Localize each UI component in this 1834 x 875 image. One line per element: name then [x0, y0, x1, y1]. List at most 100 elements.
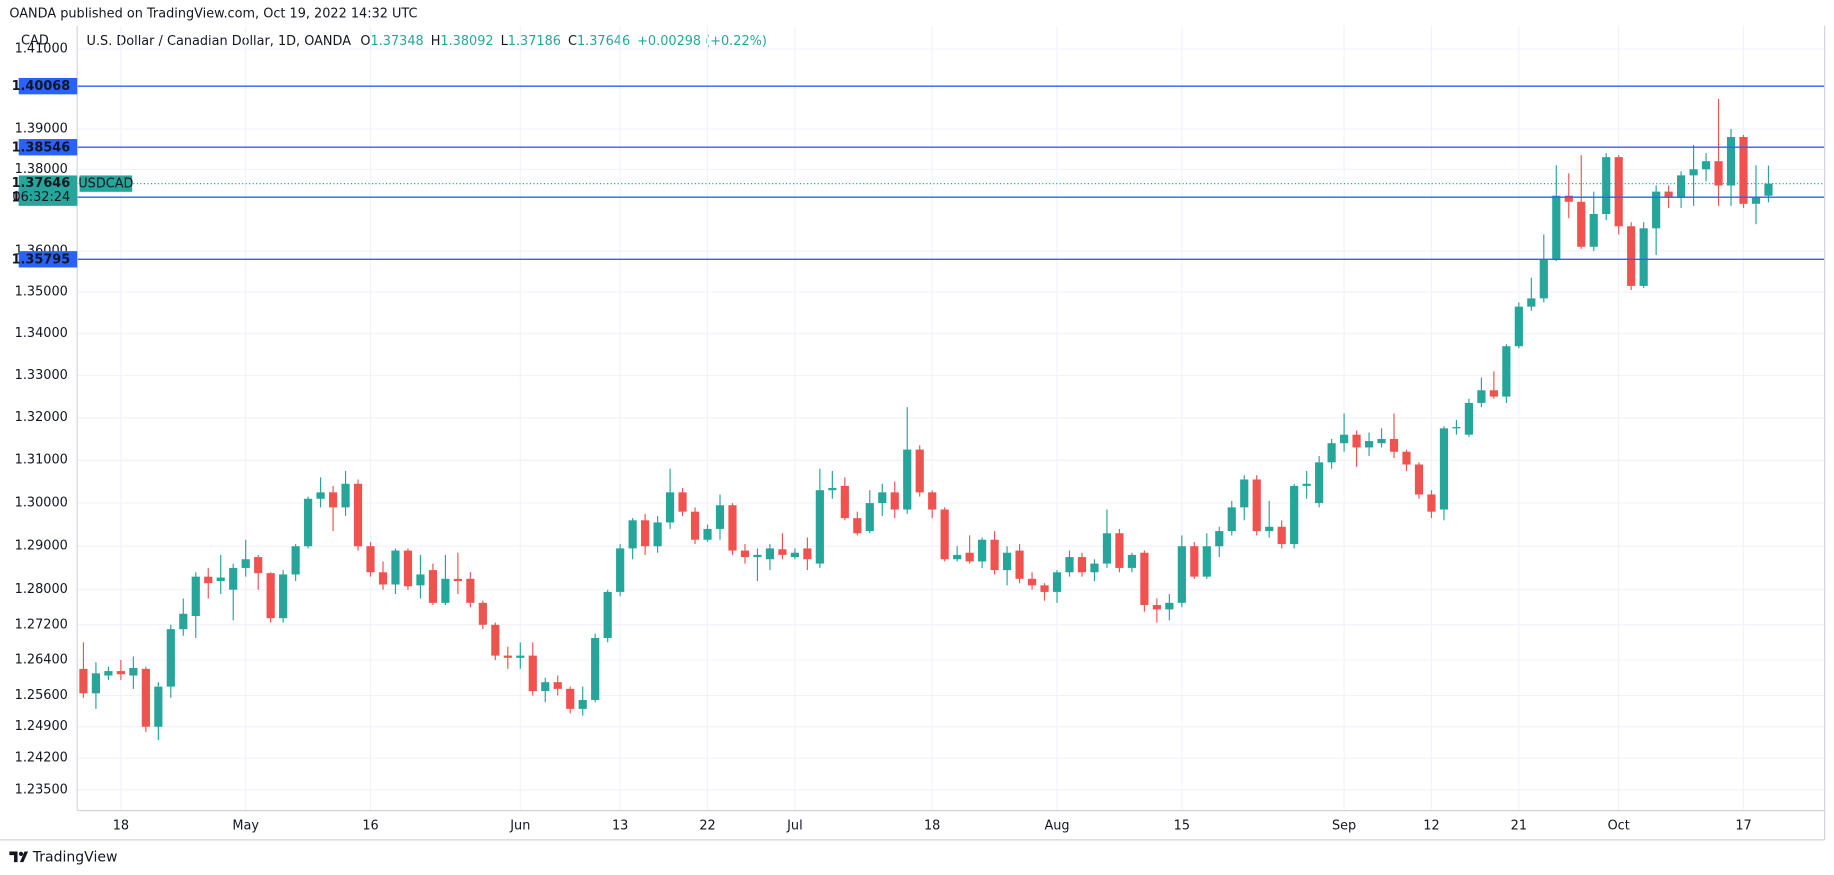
candle-body	[1364, 441, 1374, 448]
candle-body	[428, 570, 438, 603]
legend-ohlc-label: C	[568, 33, 577, 48]
candle-body	[1252, 479, 1261, 532]
candle-body	[241, 559, 250, 568]
candle-body	[815, 490, 824, 564]
y-tick-label: 1.26400	[15, 653, 68, 668]
candle-body	[378, 572, 388, 585]
candle-body	[1352, 434, 1361, 448]
levels	[77, 85, 1825, 261]
y-tick-label: 1.41000	[15, 42, 68, 57]
candle-body	[403, 550, 413, 587]
candle-body	[1652, 191, 1661, 229]
candle-body	[116, 671, 125, 675]
candle-body	[441, 578, 450, 603]
candle-body	[665, 492, 675, 523]
y-tick-label: 1.30000	[15, 496, 68, 511]
candle-body	[191, 576, 200, 616]
candle-body	[965, 552, 974, 562]
y-tick-label: 1.34000	[15, 326, 68, 341]
candle-body	[229, 567, 238, 590]
candle-body	[166, 629, 175, 687]
candle-body	[765, 548, 775, 560]
candle-body	[641, 520, 650, 547]
candle-body	[1502, 346, 1511, 397]
candle-body	[1452, 427, 1461, 429]
y-tick-label: 1.24900	[15, 719, 68, 734]
x-tick-label: May	[232, 818, 259, 833]
x-tick-label: 16	[362, 818, 378, 833]
candle-body	[491, 624, 500, 656]
candle-body	[141, 668, 150, 727]
candle-body	[1127, 554, 1136, 568]
candle-body	[1627, 226, 1636, 286]
candle-body	[740, 550, 750, 558]
legend-ohlc-label: H	[431, 33, 441, 48]
y-tick-label: 1.29000	[15, 539, 68, 554]
candle-body	[703, 528, 712, 540]
candle-body	[603, 591, 612, 638]
currency: CAD	[21, 33, 49, 48]
candle-body	[1751, 197, 1761, 204]
candle-body	[1177, 546, 1186, 603]
candle-body	[1689, 169, 1698, 176]
candle-body	[678, 492, 687, 512]
candle-body	[653, 522, 662, 547]
candle-body	[828, 488, 837, 491]
level-label: 1.35795	[12, 252, 71, 267]
candle-body	[1427, 494, 1436, 512]
candle-body	[279, 574, 288, 619]
candle-body	[516, 655, 525, 658]
candle-body	[1302, 483, 1311, 486]
x-tick-label: Jul	[786, 818, 803, 833]
candle-body	[553, 682, 562, 689]
candle-body	[1402, 451, 1411, 465]
level-label: 1.38546	[12, 140, 71, 155]
level-label-box	[18, 251, 78, 268]
legend-ohlc-value: 1.37186	[508, 33, 561, 48]
candle-body	[129, 667, 138, 676]
candle-body	[1052, 572, 1062, 592]
candle-body	[728, 505, 737, 551]
grid	[77, 25, 1825, 811]
candle-body	[1477, 390, 1486, 403]
y-tick-label: 1.28000	[15, 582, 68, 597]
publisher: OANDA published on TradingView.com, Oct …	[9, 7, 417, 22]
candle-body	[1277, 526, 1286, 545]
x-tick-label: Sep	[1332, 818, 1356, 833]
candle-body	[1539, 259, 1548, 299]
candle-body	[790, 552, 799, 558]
candle-body	[940, 509, 949, 560]
candle-body	[1002, 552, 1012, 571]
candle-body	[254, 557, 263, 574]
brand-logo	[9, 851, 29, 863]
candle-body	[1514, 306, 1523, 347]
candle-body	[1564, 195, 1573, 202]
candle-body	[616, 548, 625, 592]
candles	[79, 98, 1773, 741]
candle-body	[1315, 462, 1324, 504]
candle-body	[1714, 161, 1723, 186]
candle-body	[1202, 546, 1211, 577]
y-tick-label: 1.38000	[15, 162, 68, 177]
candle-body	[1489, 390, 1498, 397]
candle-body	[104, 671, 113, 676]
candle-body	[803, 548, 812, 560]
candle-body	[953, 554, 962, 560]
candle-body	[1527, 298, 1536, 307]
x-tick-label: Oct	[1608, 818, 1630, 833]
candle-body	[591, 637, 600, 700]
candle-body	[1027, 578, 1037, 586]
candle-body	[1677, 175, 1686, 198]
legend-name: U.S. Dollar / Canadian Dollar, 1D, OANDA	[87, 33, 352, 48]
x-tick-label: 15	[1174, 818, 1190, 833]
candle-body	[1552, 195, 1561, 260]
candle-body	[1389, 438, 1399, 452]
candle-body	[890, 492, 899, 510]
brand: TradingView	[32, 849, 118, 865]
legend-ohlc-value: 1.37646	[577, 33, 630, 48]
candle-body	[416, 574, 425, 586]
candle-body	[1015, 550, 1024, 579]
candle-body	[453, 578, 462, 581]
last-price-box	[18, 175, 78, 206]
